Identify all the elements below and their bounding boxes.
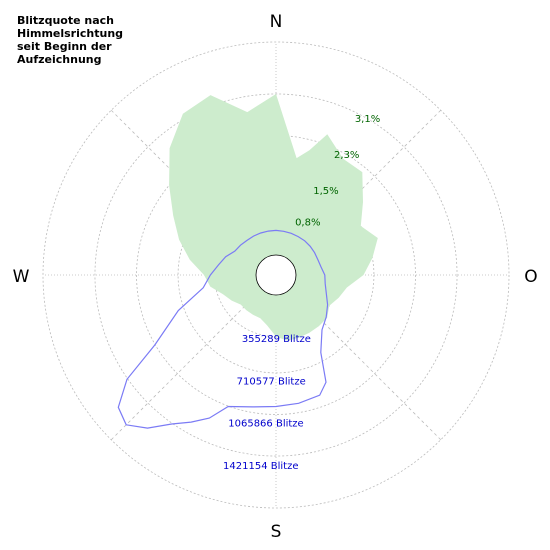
title-line: Himmelsrichtung — [17, 27, 124, 40]
chart-title: Blitzquote nach Himmelsrichtung seit Beg… — [17, 14, 123, 66]
title-line: seit Beginn der — [17, 40, 112, 53]
rate-tick-label: 1,5% — [313, 186, 338, 197]
count-line-series — [117, 229, 329, 429]
rate-tick-label: 2,3% — [334, 150, 359, 161]
count-tick-label: 1421154 Blitze — [223, 461, 298, 472]
axis-labels: N O S W 0,8% 1,5% 2,3% 3,1% 355289 Blitze 710577 … — [13, 12, 538, 542]
center-hole — [255, 254, 297, 296]
count-tick-label: 355289 Blitze — [242, 334, 311, 345]
direction-label: S — [271, 522, 282, 542]
rate-tick-label: 3,1% — [355, 114, 380, 125]
grid-circle — [42, 41, 510, 509]
direction-label: W — [13, 267, 30, 287]
rate-area-series — [169, 94, 378, 341]
count-tick-label: 1065866 Blitze — [228, 419, 303, 430]
grid-spoke — [110, 288, 263, 441]
direction-label: O — [524, 267, 537, 287]
title-line: Aufzeichnung — [17, 53, 102, 66]
count-tick-label: 710577 Blitze — [237, 376, 306, 387]
title-line: Blitzquote nach — [17, 14, 115, 27]
rate-tick-label: 0,8% — [295, 218, 320, 229]
grid-circle — [94, 93, 458, 457]
direction-label: N — [270, 12, 283, 32]
